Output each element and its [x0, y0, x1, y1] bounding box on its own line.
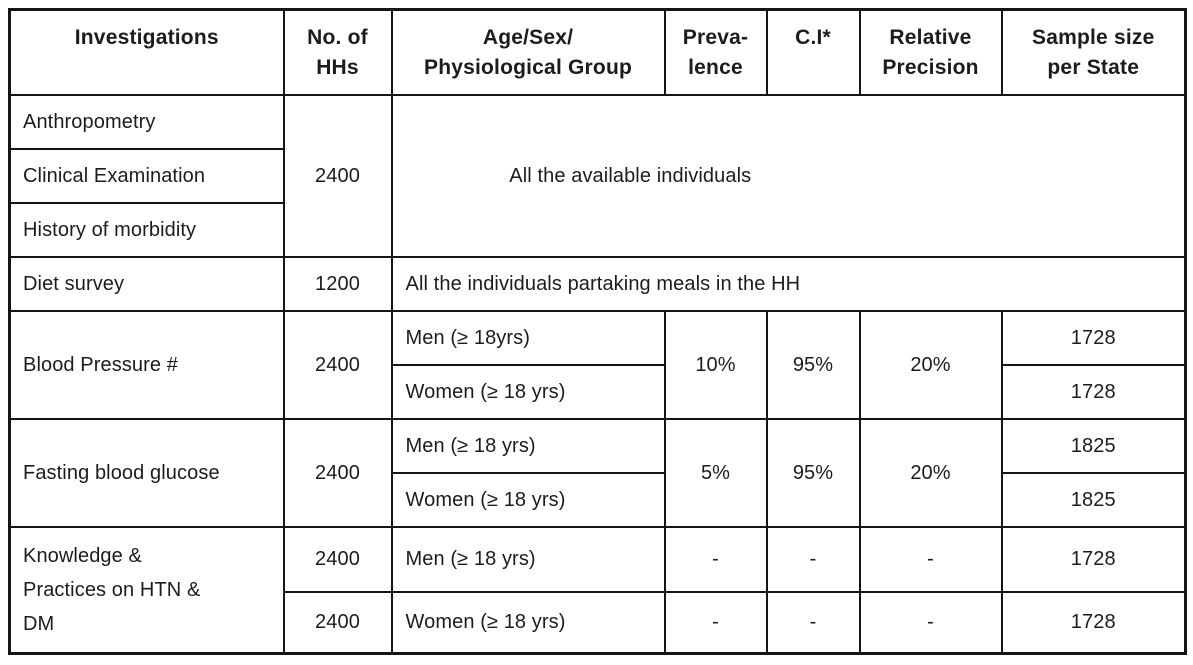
header-ci: C.I*	[765, 8, 861, 96]
header-sample-size: Sample size per State	[1000, 8, 1187, 96]
row-knowledge-practices-women: 2400 Women (≥ 18 yrs) - - - 1728	[10, 590, 1187, 655]
cell-fbg-ci: 95%	[765, 417, 861, 528]
cell-kp-men-relative-precision: -	[858, 525, 1003, 593]
cell-bp-hhs: 2400	[282, 309, 393, 420]
row-diet-survey: Diet survey 1200 All the individuals par…	[8, 255, 1187, 312]
row-anthropometry: Anthropometry 2400 All the available ind…	[8, 93, 1187, 258]
cell-kp-women-hhs: 2400	[282, 590, 393, 655]
header-row: Investigations No. of HHs Age/Sex/ Physi…	[8, 8, 1187, 96]
row-blood-pressure-women: Women (≥ 18 yrs) 1728	[10, 363, 1187, 420]
cell-blood-pressure: Blood Pressure #	[8, 309, 285, 420]
cell-bp-men-sample: 1728	[1000, 309, 1187, 366]
header-investigations: Investigations	[8, 8, 285, 96]
cell-fbg-hhs: 2400	[282, 417, 393, 528]
header-age-sex-group: Age/Sex/ Physiological Group	[390, 8, 666, 96]
row-fasting-glucose-women: Women (≥ 18 yrs) 1825	[10, 471, 1187, 528]
row-blood-pressure-men: Blood Pressure # 2400 Men (≥ 18yrs) 10% …	[8, 309, 1187, 420]
row-fasting-glucose-men: Fasting blood glucose 2400 Men (≥ 18 yrs…	[8, 417, 1187, 528]
cell-kp-women-group: Women (≥ 18 yrs)	[390, 590, 666, 655]
cell-kp-men-hhs: 2400	[282, 525, 393, 593]
row-knowledge-practices-men: Knowledge & Practices on HTN & DM 2400 M…	[8, 525, 1187, 655]
cell-kp-men-group: Men (≥ 18 yrs)	[390, 525, 666, 593]
cell-anthro-hhs: 2400	[282, 93, 393, 258]
cell-kp-men-prevalence: -	[663, 525, 768, 593]
cell-fasting-blood-glucose: Fasting blood glucose	[8, 417, 285, 528]
cell-bp-relative-precision: 20%	[858, 309, 1003, 420]
cell-history-of-morbidity: History of morbidity	[8, 201, 285, 258]
cell-fbg-relative-precision: 20%	[858, 417, 1003, 528]
cell-kp-men-ci: -	[765, 525, 861, 593]
cell-kp-women-sample: 1728	[1000, 590, 1187, 655]
cell-anthro-note: All the available individuals	[390, 93, 1187, 258]
cell-fbg-men-group: Men (≥ 18 yrs)	[390, 417, 666, 474]
row-history-of-morbidity: History of morbidity	[8, 201, 1186, 258]
cell-bp-women-group: Women (≥ 18 yrs)	[390, 363, 666, 420]
cell-bp-men-group: Men (≥ 18yrs)	[390, 309, 666, 366]
cell-fbg-prevalence: 5%	[663, 417, 768, 528]
cell-fbg-women-sample: 1825	[1000, 471, 1187, 528]
cell-diet-note: All the individuals partaking meals in t…	[390, 255, 1187, 312]
sampling-design-table: Investigations No. of HHs Age/Sex/ Physi…	[8, 8, 1187, 655]
cell-anthropometry: Anthropometry	[8, 93, 285, 150]
header-no-of-hhs: No. of HHs	[282, 8, 393, 96]
cell-kp-women-relative-precision: -	[858, 590, 1003, 655]
cell-diet-hhs: 1200	[282, 255, 393, 312]
cell-kp-women-prevalence: -	[663, 590, 768, 655]
cell-kp-women-ci: -	[765, 590, 861, 655]
cell-bp-prevalence: 10%	[663, 309, 768, 420]
cell-fbg-women-group: Women (≥ 18 yrs)	[390, 471, 666, 528]
cell-kp-men-sample: 1728	[1000, 525, 1187, 593]
cell-knowledge-practices: Knowledge & Practices on HTN & DM	[8, 525, 285, 655]
cell-fbg-men-sample: 1825	[1000, 417, 1187, 474]
row-clinical-examination: Clinical Examination	[8, 147, 1186, 204]
header-prevalence: Preva- lence	[663, 8, 768, 96]
cell-bp-women-sample: 1728	[1000, 363, 1187, 420]
cell-clinical-examination: Clinical Examination	[8, 147, 285, 204]
header-relative-precision: Relative Precision	[858, 8, 1003, 96]
cell-diet-survey: Diet survey	[8, 255, 285, 312]
cell-bp-ci: 95%	[765, 309, 861, 420]
